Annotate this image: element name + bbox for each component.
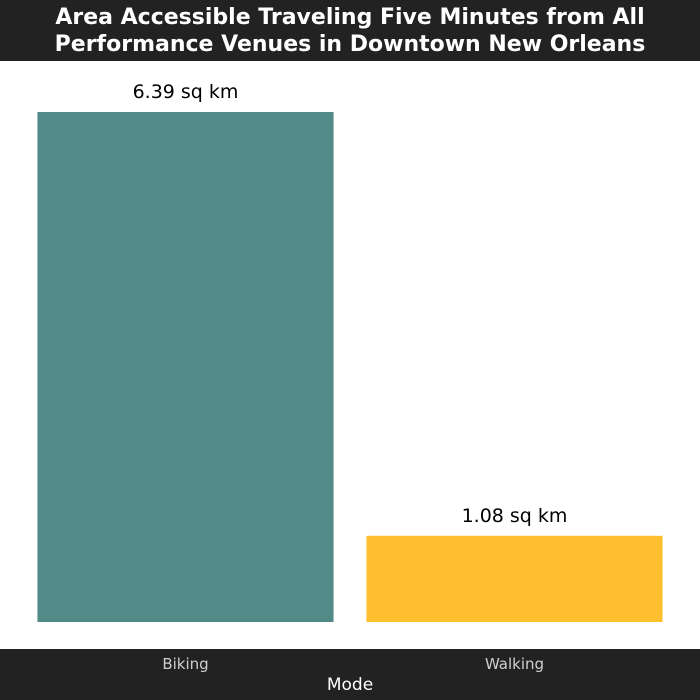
chart-title-line-2: Performance Venues in Downtown New Orlea…: [54, 32, 646, 57]
data-labels-layer: 6.39 sq km 1.08 sq km: [133, 81, 568, 527]
x-axis-title: Mode: [326, 675, 374, 695]
data-label-biking: 6.39 sq km: [133, 81, 239, 103]
chart-title: Area Accessible Traveling Five Minutes f…: [0, 4, 700, 58]
data-label-walking: 1.08 sq km: [462, 505, 568, 527]
x-tick-label-biking: Biking: [162, 655, 208, 673]
x-tick-label-walking: Walking: [485, 655, 544, 673]
bars-layer: [37, 112, 663, 622]
bar-walking: [366, 535, 663, 622]
bar-biking: [37, 112, 334, 622]
chart-title-line-1: Area Accessible Traveling Five Minutes f…: [55, 5, 645, 30]
x-axis-ticks: Biking Walking: [162, 655, 544, 673]
